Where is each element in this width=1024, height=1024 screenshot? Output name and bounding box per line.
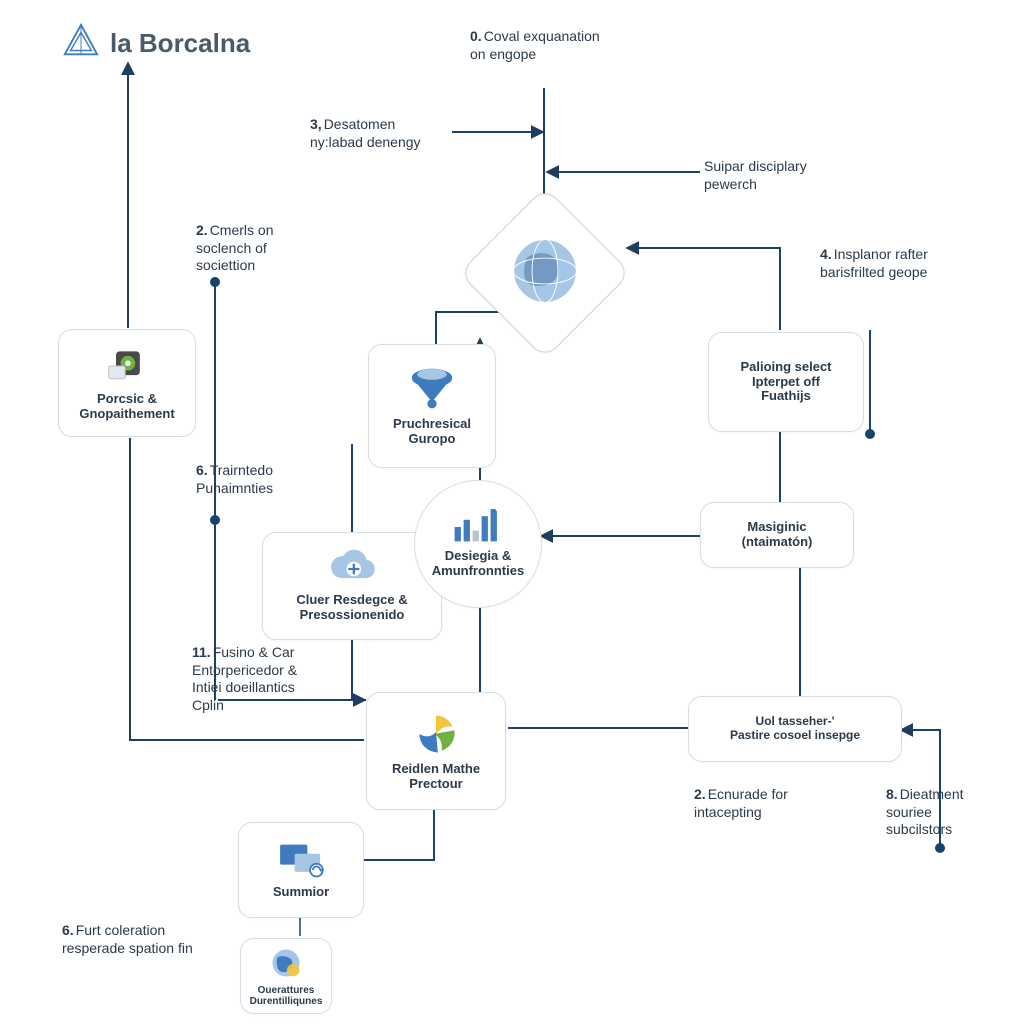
node-palioing-label: Palioing selectIpterpet offFuathijs xyxy=(740,360,831,405)
decision-globe-node xyxy=(459,187,632,360)
node-pruchres: PruchresicalGuropo xyxy=(368,344,496,468)
node-cluer-label: Cluer Resdegce &Presossionenido xyxy=(296,593,407,623)
node-porcsic-label: Porcsic &Gnopaithement xyxy=(79,392,174,422)
annotation-a11-num: 11. xyxy=(192,644,211,660)
node-oueratturs-label: OueratturesDurentilliqunes xyxy=(250,985,323,1008)
annotation-a0-text: Coval exquanationon engope xyxy=(470,28,600,62)
annotation-a6b-num: 6. xyxy=(62,922,74,938)
node-oueratturs: OueratturesDurentilliqunes xyxy=(240,938,332,1014)
edge-14 xyxy=(628,248,780,330)
node-porcsic: Porcsic &Gnopaithement xyxy=(58,329,196,437)
annotation-a4: 4.Insplanor rafterbarisfrilted geope xyxy=(820,246,928,281)
annotation-a3: 3,Desatomenny:labad denengy xyxy=(310,116,421,151)
annotation-a2: 2.Cmerls onsoclench ofsociettion xyxy=(196,222,273,275)
edge-18-dot xyxy=(865,429,875,439)
annotation-a0-num: 0. xyxy=(470,28,482,44)
node-palioing: Palioing selectIpterpet offFuathijs xyxy=(708,332,864,432)
node-uol: Uol tasseher-'Pastire cosoel insepge xyxy=(688,696,902,762)
node-reidlen: Reidlen MathePrectour xyxy=(366,692,506,810)
node-reidlen-label: Reidlen MathePrectour xyxy=(392,762,480,792)
node-masiginic-label: Masiginic(ntaimatón) xyxy=(742,520,813,550)
annotation-a8-num: 8. xyxy=(886,786,898,802)
annotation-a4-text: Insplanor rafterbarisfrilted geope xyxy=(820,246,928,280)
node-summior-label: Summior xyxy=(273,885,329,900)
annotation-a11: 11.Fusino & CarEntorpericedor &Intiei do… xyxy=(192,644,297,714)
globe-small-icon xyxy=(268,945,304,981)
node-masiginic: Masiginic(ntaimatón) xyxy=(700,502,854,568)
node-desiegia: Desiegia &Amunfronnties xyxy=(414,480,542,608)
annotation-a6b: 6.Furt colerationresperade spation fin xyxy=(62,922,193,957)
annotation-a2-num: 2. xyxy=(196,222,208,238)
node-pruchres-label: PruchresicalGuropo xyxy=(393,417,471,447)
annotation-a3-num: 3, xyxy=(310,116,322,132)
diagram-stage: la Borcalna xyxy=(0,0,1024,1024)
annotation-a3-text: Desatomenny:labad denengy xyxy=(310,116,421,150)
annotation-a2b-num: 2. xyxy=(694,786,706,802)
annotation-a4-num: 4. xyxy=(820,246,832,262)
bar-chart-icon xyxy=(450,509,506,545)
node-desiegia-label: Desiegia &Amunfronnties xyxy=(432,549,524,579)
annotation-a6: 6.TrairntedoPunaimnties xyxy=(196,462,273,497)
node-summior: Summior xyxy=(238,822,364,918)
tri-swirl-icon xyxy=(412,710,460,758)
node-uol-label: Uol tasseher-'Pastire cosoel insepge xyxy=(730,715,860,743)
annotation-a6-num: 6. xyxy=(196,462,208,478)
annotation-a6b-text: Furt colerationresperade spation fin xyxy=(62,922,193,956)
annotation-sup-text: Suipar disciplarypewerch xyxy=(704,158,807,192)
edge-2-dot xyxy=(210,515,220,525)
annotation-a8: 8.Dieatmentsourieesubcilstors xyxy=(886,786,964,839)
edge-20-dot xyxy=(935,843,945,853)
devices-icon xyxy=(274,841,328,881)
annotation-sup: Suipar disciplarypewerch xyxy=(704,158,807,193)
globe-icon xyxy=(508,234,582,313)
cloud-plus-icon xyxy=(324,549,380,589)
app-tile-icon xyxy=(105,344,149,388)
brand-logo-icon xyxy=(62,22,100,65)
edge-1-dot xyxy=(210,277,220,287)
annotation-a2b: 2.Ecnurade forintacepting xyxy=(694,786,788,821)
brand-text: la Borcalna xyxy=(110,28,250,59)
annotation-a0: 0.Coval exquanationon engope xyxy=(470,28,600,63)
annotation-a2b-text: Ecnurade forintacepting xyxy=(694,786,788,820)
funnel-cloud-icon xyxy=(406,365,458,413)
brand-title: la Borcalna xyxy=(62,22,250,65)
